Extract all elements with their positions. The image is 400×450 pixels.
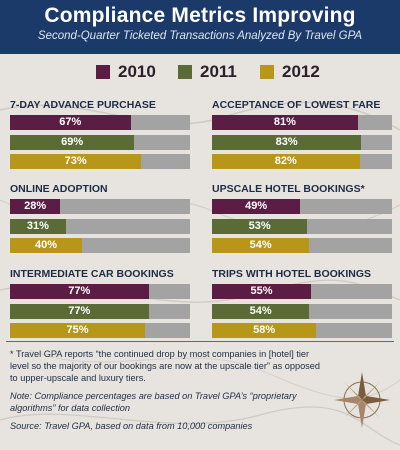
bar-2011 bbox=[212, 134, 362, 150]
bar-value-label: 83% bbox=[275, 135, 298, 148]
bar-value-label: 81% bbox=[273, 116, 296, 128]
panel-title: 7-DAY ADVANCE PURCHASE bbox=[10, 99, 156, 111]
legend-item-2012: 2012 bbox=[260, 62, 320, 82]
bar-track-2011: 53% bbox=[212, 218, 392, 234]
bar-panel: UPSCALE HOTEL BOOKINGS* 49% 53% 54% bbox=[212, 183, 392, 258]
panel-title: TRIPS WITH HOTEL BOOKINGS bbox=[212, 268, 372, 280]
bar-value-label: 75% bbox=[66, 324, 89, 336]
bar-2010 bbox=[212, 284, 311, 299]
bar-panel: ONLINE ADOPTION 28% 31% 40% bbox=[10, 183, 190, 258]
bar-value-label: 82% bbox=[274, 155, 297, 167]
bar-2011 bbox=[212, 218, 308, 234]
notes-section: * Travel GPA reports “the continued drop… bbox=[10, 348, 330, 438]
chart-subtitle: Second-Quarter Ticketed Transactions Ana… bbox=[37, 30, 363, 42]
panel-title: INTERMEDIATE CAR BOOKINGS bbox=[10, 268, 174, 280]
bar-2012 bbox=[10, 323, 145, 338]
bar-track-2012: 82% bbox=[212, 154, 392, 169]
legend-swatch-2011 bbox=[178, 65, 192, 79]
footnote: * Travel GPA reports “the continued drop… bbox=[10, 349, 320, 383]
bar-value-label: 77% bbox=[68, 304, 91, 317]
bar-panel: 7-DAY ADVANCE PURCHASE 67% 69% 73% bbox=[10, 99, 190, 174]
bar-value-label: 31% bbox=[26, 219, 49, 232]
bar-track-2010: 28% bbox=[10, 199, 190, 214]
legend-label-2011: 2011 bbox=[200, 62, 237, 81]
legend-item-2011: 2011 bbox=[178, 62, 237, 82]
bar-track-2012: 58% bbox=[212, 323, 392, 338]
panel-title: ACCEPTANCE OF LOWEST FARE bbox=[212, 99, 381, 111]
bar-track-2010: 67% bbox=[10, 115, 190, 130]
bar-2011 bbox=[10, 134, 135, 150]
chart-title: Compliance Metrics Improving bbox=[44, 4, 356, 27]
bar-track-2012: 73% bbox=[10, 154, 190, 169]
bar-track-2010: 81% bbox=[212, 115, 392, 130]
legend-swatch-2012 bbox=[260, 65, 274, 79]
bar-value-label: 54% bbox=[249, 239, 272, 251]
bar-2011 bbox=[212, 303, 310, 319]
bar-track-2012: 75% bbox=[10, 323, 190, 338]
header-banner: Compliance Metrics Improving Second-Quar… bbox=[0, 0, 400, 54]
bar-track-2011: 69% bbox=[10, 134, 190, 150]
bar-value-label: 77% bbox=[68, 285, 91, 297]
legend: 2010 2011 2012 bbox=[0, 62, 400, 84]
notes-divider bbox=[6, 341, 394, 342]
bar-2012 bbox=[212, 323, 317, 338]
bar-value-label: 69% bbox=[61, 135, 84, 148]
bar-value-label: 55% bbox=[250, 285, 273, 297]
legend-label-2010: 2010 bbox=[118, 62, 156, 81]
bar-track-2011: 31% bbox=[10, 218, 190, 234]
bar-2010 bbox=[10, 199, 61, 214]
panel-title: UPSCALE HOTEL BOOKINGS* bbox=[212, 183, 365, 195]
bar-track-2011: 54% bbox=[212, 303, 392, 319]
compass-rose-icon bbox=[334, 372, 390, 428]
bar-2012 bbox=[212, 154, 360, 169]
bar-value-label: 54% bbox=[249, 304, 272, 317]
bar-value-label: 73% bbox=[64, 155, 87, 167]
bar-2010 bbox=[10, 284, 149, 299]
bar-2011 bbox=[10, 218, 66, 234]
bar-2012 bbox=[10, 154, 142, 169]
bar-track-2010: 77% bbox=[10, 284, 190, 299]
bar-panel: ACCEPTANCE OF LOWEST FARE 81% 83% 82% bbox=[212, 99, 392, 174]
bar-track-2012: 54% bbox=[212, 238, 392, 253]
bar-value-label: 49% bbox=[245, 200, 268, 212]
panel-title: ONLINE ADOPTION bbox=[10, 183, 108, 195]
bar-panel: INTERMEDIATE CAR BOOKINGS 77% 77% 75% bbox=[10, 268, 190, 343]
bar-track-2011: 77% bbox=[10, 303, 190, 319]
method-note: Note: Compliance percentages are based o… bbox=[10, 391, 297, 413]
bar-track-2010: 55% bbox=[212, 284, 392, 299]
bar-2012 bbox=[10, 238, 82, 253]
bar-panel: TRIPS WITH HOTEL BOOKINGS 55% 54% 58% bbox=[212, 268, 392, 343]
bar-2010 bbox=[212, 115, 358, 130]
bar-2010 bbox=[10, 115, 131, 130]
bar-value-label: 58% bbox=[253, 324, 276, 336]
bar-track-2012: 40% bbox=[10, 238, 190, 253]
bar-2011 bbox=[10, 303, 149, 319]
bar-value-label: 53% bbox=[248, 219, 271, 232]
bar-track-2010: 49% bbox=[212, 199, 392, 214]
bar-value-label: 67% bbox=[59, 116, 82, 128]
bar-2010 bbox=[212, 199, 301, 214]
legend-item-2010: 2010 bbox=[96, 62, 156, 82]
bar-2012 bbox=[212, 238, 310, 253]
bar-value-label: 28% bbox=[24, 200, 47, 212]
source-note: Source: Travel GPA, based on data from 1… bbox=[10, 421, 253, 431]
legend-swatch-2010 bbox=[96, 65, 110, 79]
bar-value-label: 40% bbox=[34, 239, 58, 251]
bar-track-2011: 83% bbox=[212, 134, 392, 150]
legend-label-2012: 2012 bbox=[282, 62, 320, 81]
